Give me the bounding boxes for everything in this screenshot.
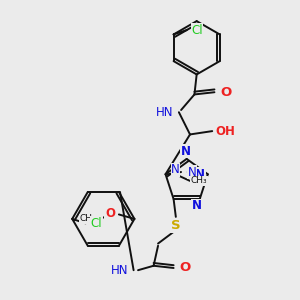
Text: N: N: [188, 166, 197, 178]
Text: S: S: [171, 219, 181, 232]
Text: OH: OH: [216, 124, 236, 138]
Text: Cl: Cl: [91, 217, 103, 230]
Text: Cl: Cl: [191, 23, 203, 37]
Text: HN: HN: [110, 264, 128, 277]
Text: HN: HN: [156, 106, 173, 119]
Text: O: O: [179, 262, 190, 275]
Text: O: O: [105, 207, 115, 220]
Text: N: N: [181, 145, 190, 158]
Text: N: N: [191, 199, 201, 212]
Text: N: N: [171, 163, 180, 176]
Text: CH₃: CH₃: [80, 214, 96, 224]
Text: O: O: [220, 86, 231, 99]
Text: N: N: [195, 168, 205, 181]
Text: CH₃: CH₃: [190, 176, 207, 185]
